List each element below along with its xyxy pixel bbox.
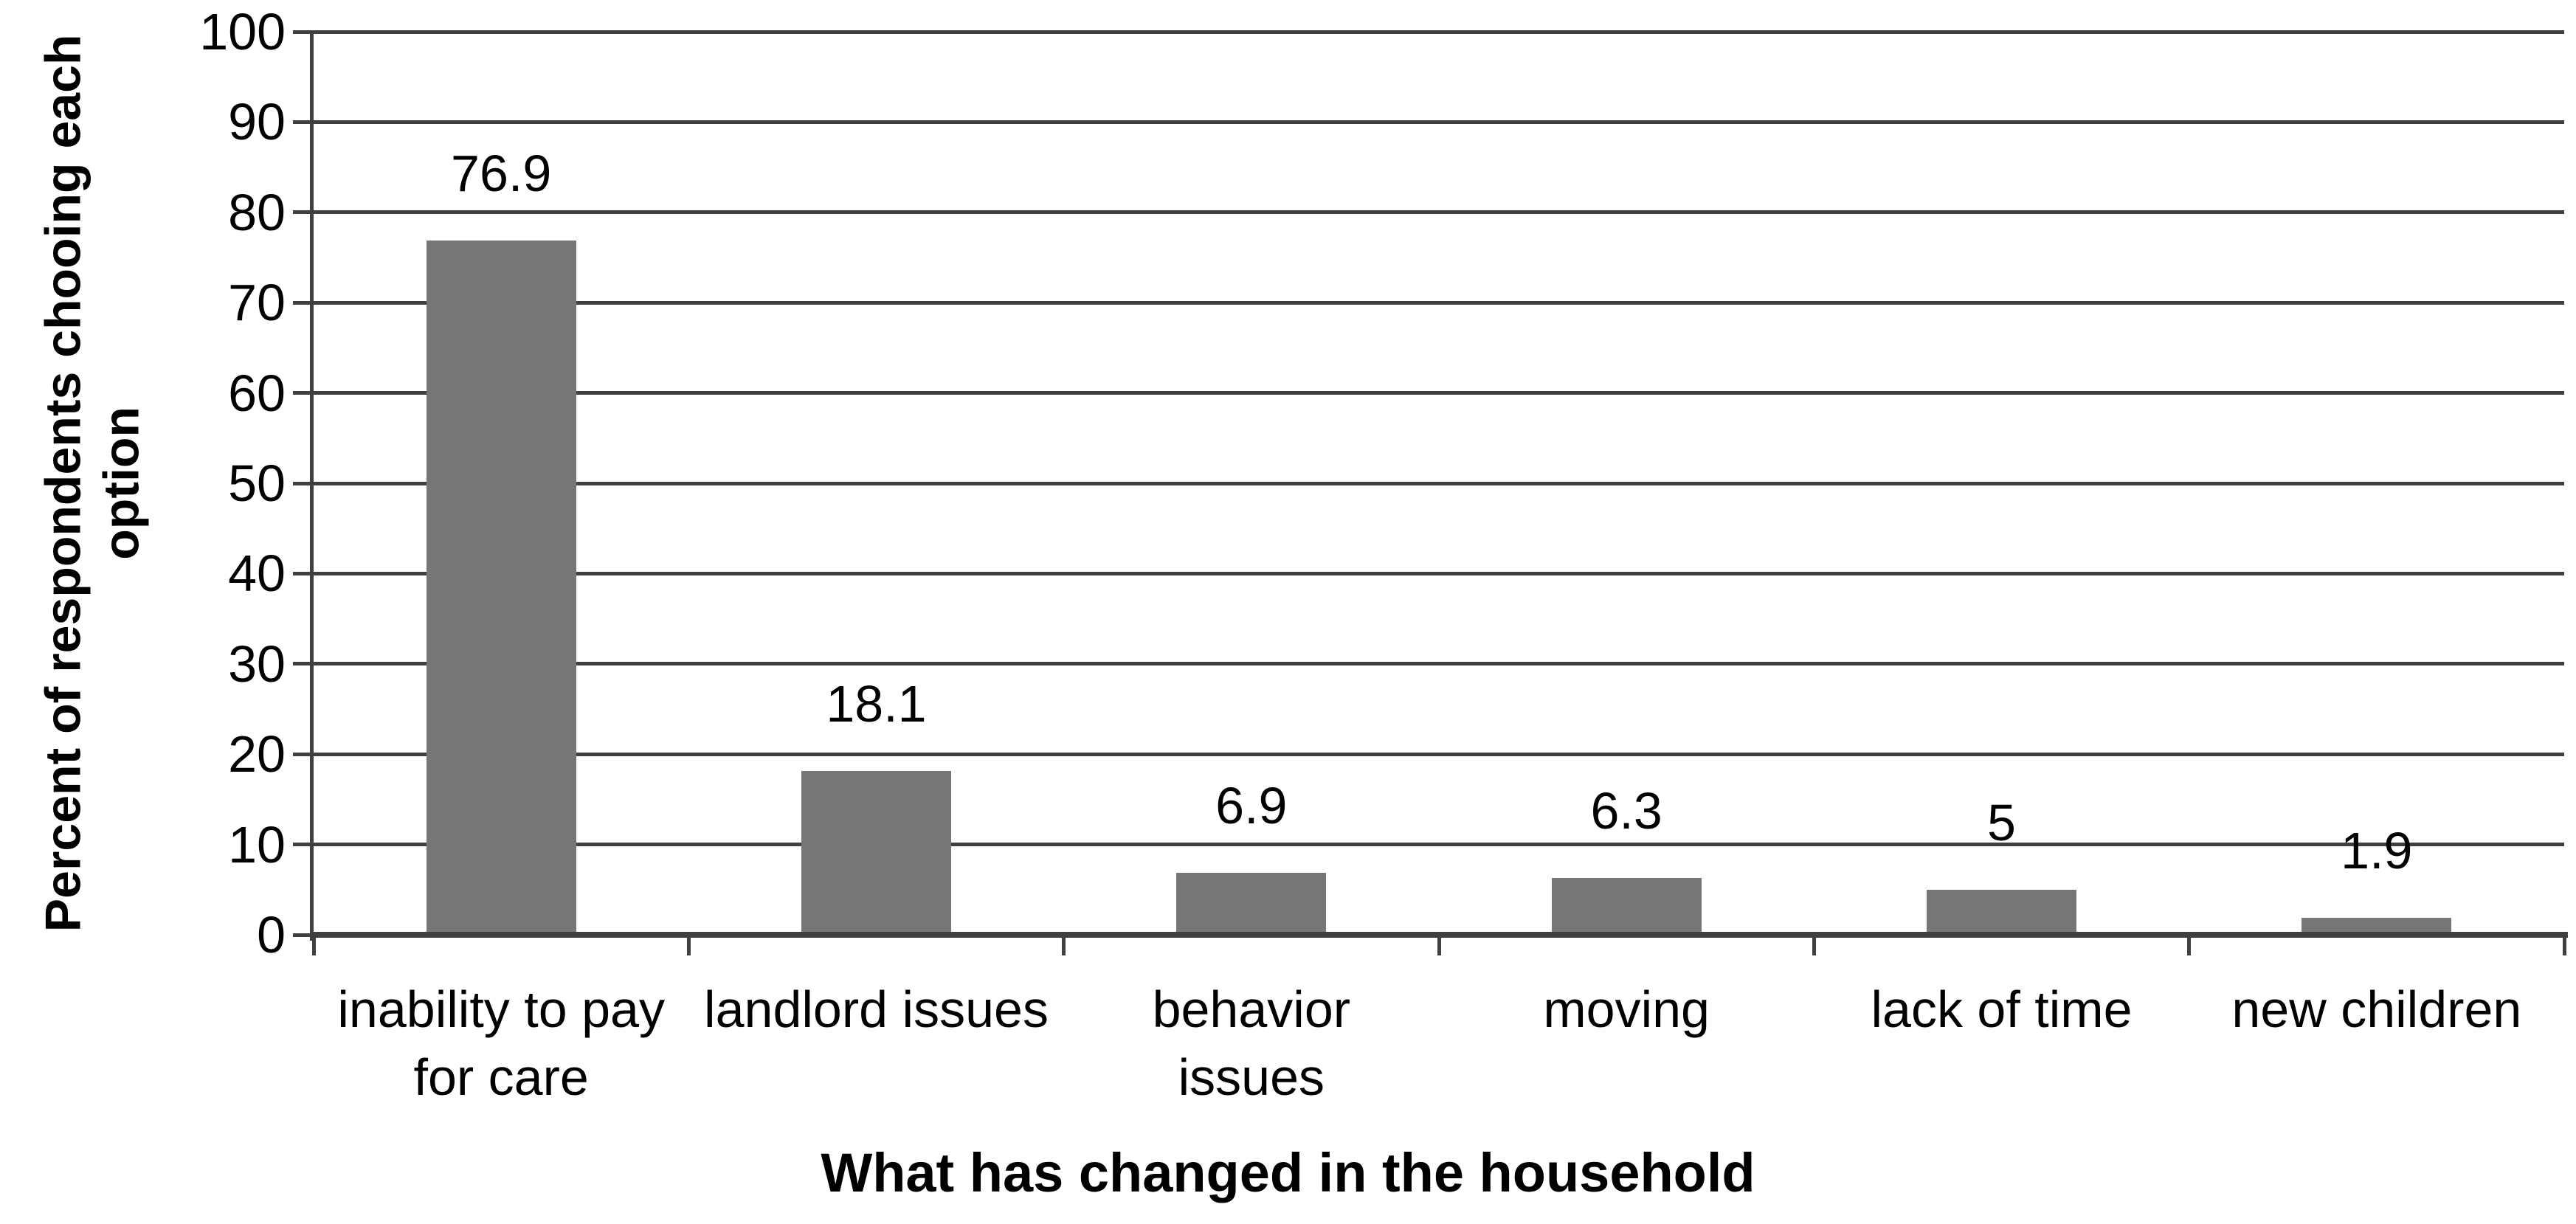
bar-inability-to-pay-for-care — [426, 240, 576, 935]
gridline-20 — [314, 752, 2564, 756]
category-label-moving: moving — [1416, 975, 1837, 1043]
category-label-landlord-issues: landlord issues — [666, 975, 1087, 1043]
y-tick-mark-50 — [293, 481, 314, 485]
category-label-behavior-issues: behavior issues — [1041, 975, 1462, 1111]
y-tick-label-40: 40 — [228, 544, 286, 603]
gridline-10 — [314, 843, 2564, 847]
gridline-80 — [314, 210, 2564, 215]
gridline-70 — [314, 300, 2564, 305]
y-tick-mark-80 — [293, 210, 314, 215]
bar-lack-of-time — [1927, 889, 2076, 935]
category-label-inability-to-pay-for-care: inability to pay for care — [291, 975, 711, 1111]
bar-behavior-issues — [1176, 872, 1327, 935]
x-tick-mark-1 — [686, 935, 691, 955]
data-label-inability-to-pay-for-care: 76.9 — [451, 144, 552, 202]
category-label-line: issues — [1178, 1048, 1325, 1106]
y-axis-line — [310, 32, 314, 941]
y-tick-label-30: 30 — [228, 635, 286, 693]
y-axis-title-line: Percent of respondents chooing each — [35, 34, 91, 933]
category-label-line: new children — [2231, 981, 2522, 1038]
y-tick-mark-60 — [293, 391, 314, 395]
gridline-40 — [314, 571, 2564, 575]
category-label-line: for care — [413, 1048, 589, 1106]
x-tick-mark-4 — [1812, 935, 1816, 955]
y-tick-mark-20 — [293, 752, 314, 756]
category-label-line: moving — [1543, 981, 1710, 1038]
category-label-new-children: new children — [2166, 975, 2576, 1043]
y-tick-mark-30 — [293, 662, 314, 666]
data-label-landlord-issues: 18.1 — [826, 675, 927, 733]
category-label-line: behavior — [1152, 981, 1351, 1038]
y-tick-mark-40 — [293, 571, 314, 575]
bar-new-children — [2302, 917, 2452, 935]
y-tick-mark-0 — [293, 933, 314, 937]
x-tick-mark-6 — [2562, 935, 2566, 955]
y-tick-label-80: 80 — [228, 183, 286, 241]
x-tick-mark-2 — [1062, 935, 1066, 955]
gridline-100 — [314, 30, 2564, 34]
y-tick-mark-90 — [293, 120, 314, 124]
gridline-30 — [314, 662, 2564, 666]
x-axis-line — [310, 932, 2568, 938]
data-label-lack-of-time: 5 — [1987, 793, 2016, 851]
category-label-lack-of-time: lack of time — [1792, 975, 2212, 1043]
gridline-90 — [314, 120, 2564, 124]
y-tick-label-70: 70 — [228, 274, 286, 332]
category-label-line: inability to pay — [337, 981, 665, 1038]
y-tick-mark-100 — [293, 30, 314, 34]
y-tick-label-60: 60 — [228, 364, 286, 422]
y-tick-mark-70 — [293, 300, 314, 305]
x-axis-title: What has changed in the household — [821, 1142, 1755, 1203]
gridline-60 — [314, 391, 2564, 395]
y-tick-label-100: 100 — [199, 3, 286, 60]
x-tick-mark-0 — [311, 935, 316, 955]
data-label-new-children: 1.9 — [2341, 821, 2413, 879]
y-tick-mark-10 — [293, 843, 314, 847]
category-label-line: landlord issues — [704, 981, 1049, 1038]
data-label-behavior-issues: 6.9 — [1215, 776, 1288, 834]
data-label-moving: 6.3 — [1590, 781, 1662, 840]
x-tick-mark-5 — [2187, 935, 2192, 955]
y-tick-label-0: 0 — [257, 906, 286, 964]
bar-moving — [1551, 877, 1702, 935]
y-tick-label-20: 20 — [228, 725, 286, 784]
category-label-line: lack of time — [1871, 981, 2133, 1038]
y-tick-label-90: 90 — [228, 93, 286, 151]
gridline-50 — [314, 481, 2564, 485]
y-tick-label-50: 50 — [228, 454, 286, 512]
x-tick-mark-3 — [1437, 935, 1441, 955]
y-tick-label-10: 10 — [228, 815, 286, 874]
bar-landlord-issues — [801, 771, 951, 935]
